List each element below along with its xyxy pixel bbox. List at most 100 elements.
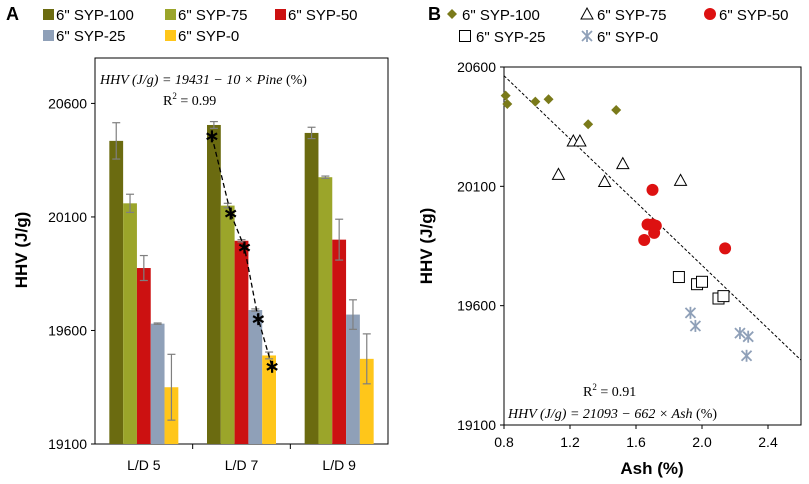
- x-axis-b: 0.8 1.2 1.6 2.0 2.4: [494, 425, 778, 450]
- y-axis-title-b: HHV (J/g): [417, 208, 436, 285]
- legend-b: 6" SYP-100 6" SYP-75 6" SYP-50 6" SYP-25…: [447, 6, 789, 46]
- bar-syp100-2: [207, 124, 221, 444]
- legend-b-marker-syp100-glyph-shape: [447, 9, 457, 19]
- x-tick-label-b-1: 1.2: [560, 434, 580, 450]
- point-syp75-4: [597, 174, 612, 188]
- point-syp50-1: [638, 234, 651, 247]
- point-syp0-3: [734, 327, 746, 340]
- legend-b-marker-syp75-glyph-shape: [580, 6, 594, 20]
- point-syp50-5-shape: [649, 219, 662, 232]
- trend-a: [206, 130, 278, 373]
- point-syp75-5: [615, 156, 630, 170]
- point-syp100-6-shape: [611, 104, 622, 115]
- legend-b-marker-syp50: [704, 8, 716, 20]
- legend-b-marker-syp75: [580, 6, 594, 20]
- point-syp25-5: [717, 290, 730, 303]
- bar-syp25-2: [248, 310, 263, 444]
- point-syp25-3: [696, 275, 708, 288]
- x-tick-label-b-0: 0.8: [494, 434, 514, 450]
- panel-label-b: B: [428, 4, 441, 24]
- y-axis-a: 19100 19600 20100 20600: [48, 95, 95, 452]
- legend-a-label-syp25: 6" SYP-25: [56, 28, 126, 45]
- legend-a-swatch-syp25: [43, 30, 54, 41]
- bar-syp25-3: [346, 314, 360, 444]
- point-syp75-4-shape: [597, 174, 612, 188]
- legend-b-marker-syp0: [581, 30, 593, 42]
- point-syp50-7: [719, 242, 732, 255]
- y-tick-label-b-1: 19600: [457, 298, 496, 314]
- point-syp75-6-shape: [673, 173, 688, 186]
- equation-a: HHV (J/g) = 19431 − 10 × Pine (%): [99, 73, 307, 88]
- trend-asterisk-syp25-stroke-2: [252, 315, 265, 324]
- point-syp75-5-shape: [615, 156, 630, 170]
- trend-asterisk-syp50: [238, 241, 251, 254]
- point-syp50-7-shape: [719, 242, 732, 255]
- point-syp100-5: [583, 119, 594, 130]
- point-syp0-5: [742, 330, 754, 343]
- equation-a-suffix: (%): [282, 73, 307, 88]
- r2-a-label: R: [163, 94, 173, 109]
- bar-syp0-3: [359, 358, 374, 444]
- trend-asterisk-syp50-stroke-2: [238, 243, 251, 252]
- bar-syp75-1: [123, 203, 137, 444]
- point-syp25-5-shape: [717, 290, 730, 303]
- point-syp50-6-shape: [646, 183, 659, 196]
- point-syp100-1-shape: [500, 90, 511, 101]
- legend-b-marker-syp100-glyph: [447, 9, 457, 19]
- x-tick-label-a-1: L/D 7: [225, 457, 259, 473]
- point-syp50-6: [646, 183, 659, 196]
- r2-a: R2 = 0.99: [163, 91, 216, 109]
- legend-a-label-syp100: 6" SYP-100: [56, 7, 134, 24]
- x-tick-label-b-3: 2.0: [692, 434, 712, 450]
- legend-b-marker-syp50-glyph-shape: [704, 8, 716, 20]
- x-axis-a: L/D 5 L/D 7 L/D 9: [127, 444, 356, 473]
- legend-b-marker-syp50-glyph: [704, 8, 716, 20]
- legend-b-marker-syp25-glyph-shape: [459, 30, 471, 42]
- r2-a-sup: 2: [172, 91, 177, 101]
- legend-b-marker-syp75-glyph: [580, 6, 594, 20]
- point-syp100-4-shape: [543, 94, 554, 105]
- equation-a-prefix: HHV (J/g) = 19431 − 10 ×: [99, 73, 257, 88]
- r2-b-label: R: [583, 385, 593, 400]
- point-syp100-2: [502, 98, 513, 109]
- trend-asterisk-syp0-stroke-2: [266, 362, 278, 371]
- bar-syp100-3: [304, 132, 319, 444]
- point-syp75-3: [573, 133, 587, 147]
- bar-syp0-2: [262, 355, 276, 444]
- legend-b-label-syp50: 6" SYP-50: [719, 7, 789, 24]
- plot-frame-b: [503, 66, 802, 426]
- point-syp0-2: [689, 319, 702, 332]
- r2-a-value: = 0.99: [177, 94, 216, 109]
- legend-b-label-syp25: 6" SYP-25: [476, 29, 546, 46]
- legend-a-label-syp75: 6" SYP-75: [178, 7, 248, 24]
- r2-b-sup: 2: [592, 382, 597, 392]
- point-syp50-1-shape: [638, 234, 651, 247]
- y-tick-label-b-0: 19100: [457, 417, 496, 433]
- y-axis-b: 19100 19600 20100 20600: [457, 59, 504, 433]
- point-syp0-1: [684, 306, 697, 319]
- legend-a-swatch-syp50: [275, 9, 286, 20]
- point-syp100-1: [500, 90, 511, 101]
- equation-b-prefix: HHV (J/g) = 21093 − 662 ×: [507, 407, 672, 422]
- legend-a-label-syp0: 6" SYP-0: [178, 28, 239, 45]
- point-syp0-4: [740, 349, 753, 362]
- legend-a-swatch-syp75: [165, 9, 176, 20]
- trendline-b: [503, 75, 802, 361]
- legend-a: 6" SYP-100 6" SYP-75 6" SYP-50 6" SYP-25…: [43, 7, 358, 45]
- equation-b-suffix: (%): [693, 407, 718, 422]
- trend-asterisk-syp100-stroke-2: [206, 132, 218, 141]
- bar-syp100-1: [109, 140, 124, 444]
- y-tick-label-a-0: 19100: [48, 436, 87, 452]
- point-syp100-3-shape: [530, 96, 541, 107]
- point-syp100-4: [543, 94, 554, 105]
- legend-b-label-syp0: 6" SYP-0: [597, 29, 658, 46]
- legend-b-label-syp100: 6" SYP-100: [462, 7, 540, 24]
- scatter-chart-b: 19100 19600 20100 20600 0.8 1.2 1.6 2.0 2.4 R2 …: [417, 59, 802, 478]
- legend-b-marker-syp25-glyph: [459, 30, 471, 42]
- r2-b: R2 = 0.91: [583, 382, 636, 400]
- point-syp25-1-shape: [672, 271, 685, 284]
- y-tick-label-a-2: 20100: [48, 209, 87, 225]
- trend-asterisk-syp75-stroke-2: [224, 209, 237, 218]
- equation-b: HHV (J/g) = 21093 − 662 × Ash (%): [507, 407, 717, 422]
